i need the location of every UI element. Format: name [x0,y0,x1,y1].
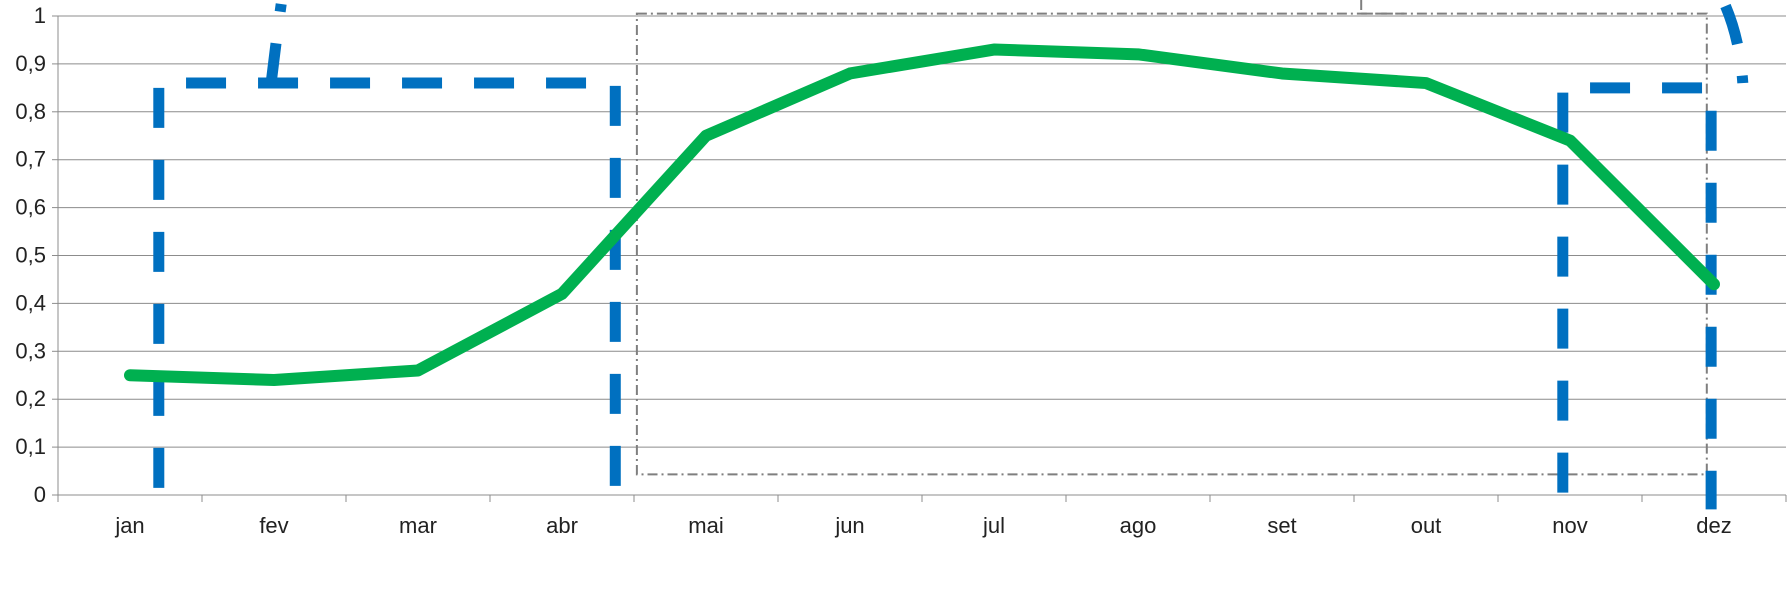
x-tick-label: out [1411,513,1442,538]
x-tick-label: jun [834,513,864,538]
data-point [1567,137,1573,144]
series-line [124,43,1720,387]
data-point [1135,51,1141,58]
y-tick-label: 0,5 [15,243,46,268]
x-tick-label: jul [982,513,1005,538]
series-layer [124,43,1720,387]
y-tick-label: 0,3 [15,338,46,363]
x-tick-label: mai [688,513,723,538]
y-tick-label: 0,2 [15,386,46,411]
y-tick-label: 0,1 [15,434,46,459]
y-tick-label: 0,9 [15,51,46,76]
y-tick-label: 1 [34,3,46,28]
y-tick-label: 0,8 [15,99,46,124]
data-point [1279,70,1285,77]
x-tick-label: dez [1696,513,1731,538]
data-point [1423,80,1429,87]
y-tick-label: 0,7 [15,147,46,172]
y-tick-label: 0,6 [15,195,46,220]
data-point [559,290,565,297]
x-tick-label: ago [1120,513,1157,538]
dashed-connector-left [265,3,287,84]
data-point [127,372,133,379]
dashed-connector-right [1720,3,1749,84]
x-tick-label: abr [546,513,578,538]
axes [52,15,1787,502]
x-tick-label: mar [399,513,437,538]
data-point [847,70,853,77]
y-tick-label: 0 [34,482,46,507]
data-point [1711,281,1717,288]
x-tick-label: jan [114,513,144,538]
x-tick-label: fev [259,513,288,538]
data-point [991,46,997,53]
dashed-bracket-left [153,77,621,488]
x-tick-label: set [1267,513,1296,538]
x-tick-label: nov [1552,513,1587,538]
data-point [415,367,421,374]
dotted-box-connector [1360,0,1405,15]
tick-labels: 0 0,1 0,2 0,3 0,4 0,5 0,6 0,7 0,8 0,9 1 jan fev mar ab… [15,3,1731,538]
dotted-box [635,12,1708,476]
data-point [271,377,277,384]
annotations [153,0,1749,510]
data-point [703,132,709,139]
y-tick-label: 0,4 [15,290,46,315]
